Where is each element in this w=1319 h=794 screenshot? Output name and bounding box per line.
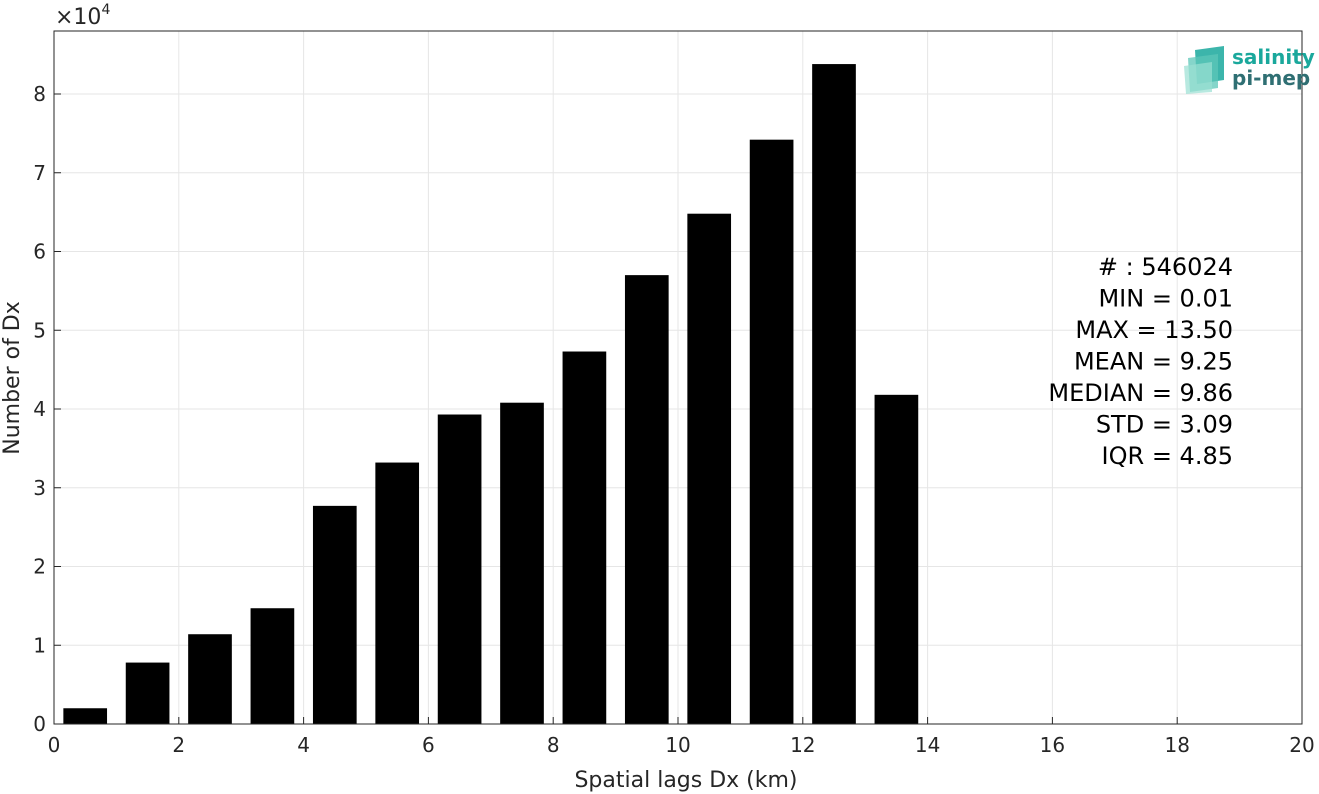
- x-axis-label: Spatial lags Dx (km): [574, 768, 797, 793]
- bars: [63, 64, 919, 725]
- logo-line2: pi-mep: [1232, 66, 1310, 90]
- histogram-bar: [812, 64, 856, 724]
- histogram-bar: [749, 139, 794, 725]
- histogram-bar: [500, 402, 544, 724]
- statistics-box: # : 546024 MIN = 0.01 MAX = 13.50 MEAN = 9.…: [1048, 253, 1233, 470]
- x-axis-ticks: 0 2 4 6 8 10 12 14 16 18 20: [48, 717, 1315, 757]
- x-tick-label: 4: [297, 733, 310, 757]
- histogram-bar: [437, 414, 482, 724]
- histogram-bar: [624, 275, 669, 724]
- stat-line: MEAN = 9.25: [1074, 348, 1233, 376]
- logo-wave-icon: [1184, 46, 1224, 94]
- stat-line: MAX = 13.50: [1075, 316, 1233, 344]
- histogram-bar: [375, 462, 420, 724]
- y-tick-label: 7: [33, 161, 46, 185]
- histogram-bar: [312, 505, 357, 724]
- x-tick-label: 6: [422, 733, 435, 757]
- x-tick-label: 14: [915, 733, 940, 757]
- salinity-pi-mep-logo: salinity pi-mep: [1184, 45, 1315, 94]
- y-tick-label: 2: [33, 555, 46, 579]
- y-tick-label: 6: [33, 240, 46, 264]
- x-tick-label: 2: [172, 733, 185, 757]
- x-tick-label: 16: [1040, 733, 1065, 757]
- y-multiplier: ×104: [55, 2, 110, 30]
- histogram-bar: [63, 708, 108, 724]
- x-tick-label: 12: [790, 733, 815, 757]
- histogram-bar: [188, 634, 232, 724]
- x-tick-label: 20: [1289, 733, 1314, 757]
- logo-line1: salinity: [1232, 45, 1315, 69]
- stat-line: STD = 3.09: [1096, 411, 1233, 439]
- y-tick-label: 5: [33, 318, 46, 342]
- x-tick-label: 8: [547, 733, 560, 757]
- stat-line: MIN = 0.01: [1098, 285, 1233, 313]
- y-tick-label: 8: [33, 82, 46, 106]
- x-tick-label: 10: [665, 733, 690, 757]
- histogram-bar: [562, 351, 607, 724]
- x-tick-label: 18: [1164, 733, 1189, 757]
- y-tick-label: 4: [33, 397, 46, 421]
- y-tick-label: 1: [33, 633, 46, 657]
- x-tick-label: 0: [48, 733, 61, 757]
- histogram-bar: [250, 608, 295, 724]
- y-tick-label: 0: [33, 712, 46, 736]
- stat-line: MEDIAN = 9.86: [1048, 379, 1233, 407]
- stat-line: # : 546024: [1098, 253, 1233, 281]
- histogram-bar: [874, 394, 919, 724]
- histogram-bar: [687, 213, 732, 724]
- histogram-bar: [125, 662, 170, 724]
- y-axis-ticks: 0 1 2 3 4 5 6 7 8: [33, 82, 61, 736]
- stat-line: IQR = 4.85: [1102, 442, 1233, 470]
- y-axis-label: Number of Dx: [0, 301, 25, 455]
- y-tick-label: 3: [33, 476, 46, 500]
